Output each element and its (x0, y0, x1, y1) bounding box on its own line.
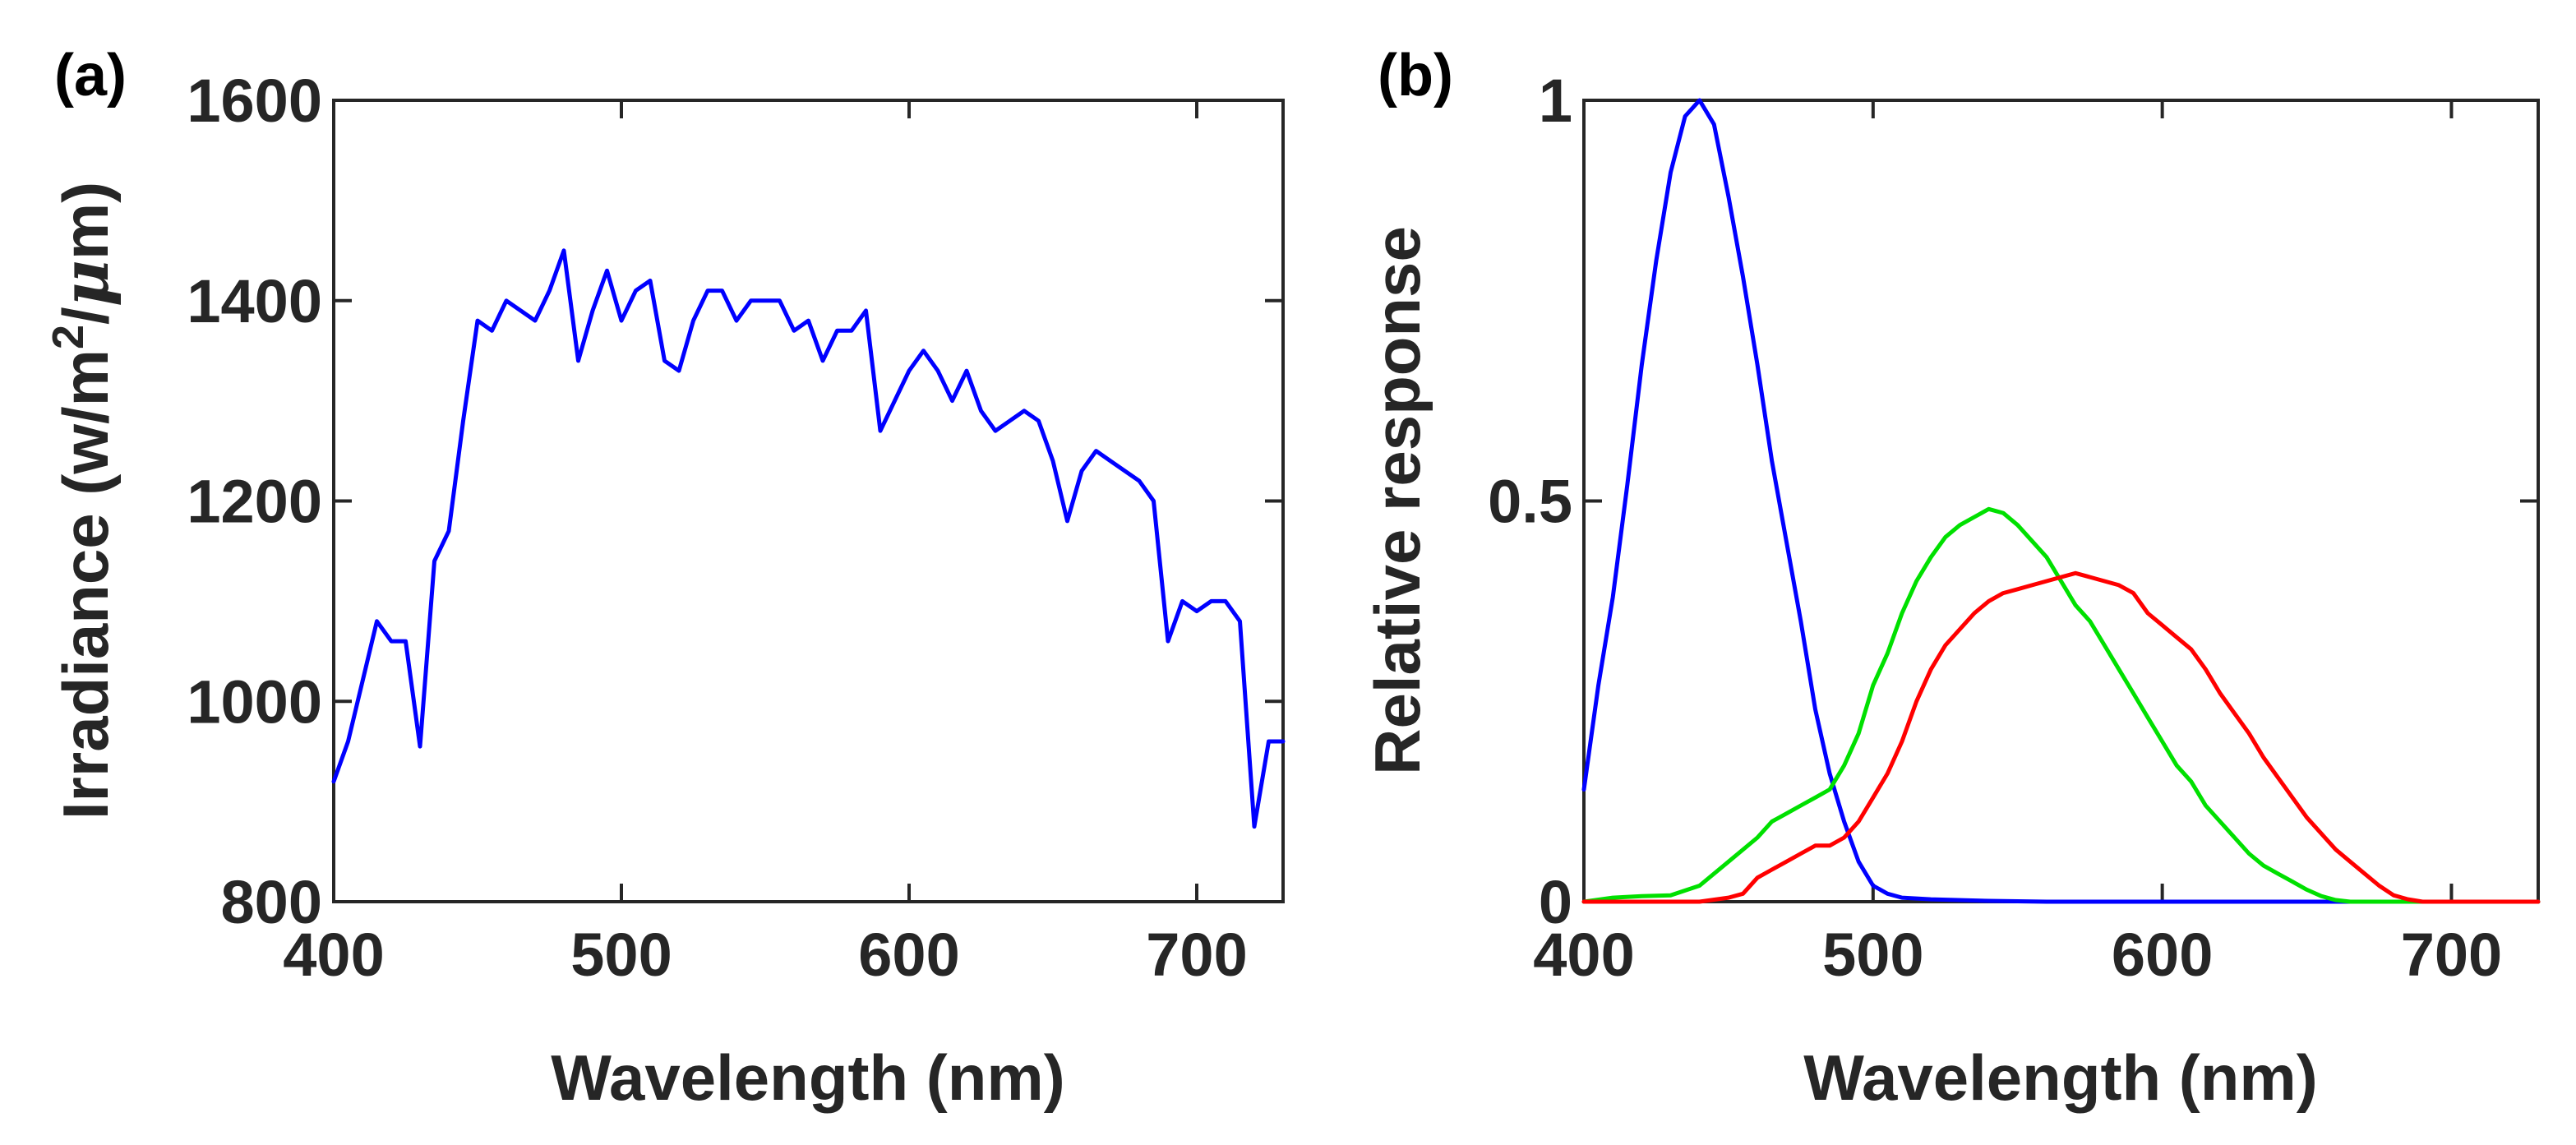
series-line-irradiance (331, 248, 1286, 829)
y-tick-label-b: 0 (1539, 868, 1572, 936)
panel-label-a: (a) (54, 43, 127, 108)
x-tick-label-b: 700 (2401, 921, 2502, 989)
x-tick-label-a: 600 (858, 921, 959, 989)
series-line-blue (1581, 98, 2541, 904)
y-tick-group-b: 00.51 (1488, 67, 2538, 936)
plot-frame-a (332, 99, 1285, 903)
y-axis-label-a-sup: 2 (44, 325, 93, 349)
series-group-b (1581, 98, 2541, 904)
x-tick-label-b: 500 (1822, 921, 1923, 989)
y-tick-label-a: 1000 (187, 667, 322, 736)
x-tick-label-b: 400 (1533, 921, 1634, 989)
x-tick-label-a: 400 (283, 921, 384, 989)
x-axis-label-b: Wavelength (nm) (1803, 1041, 2317, 1114)
y-axis-label-a: Irradiance (w/m2/μm) (44, 182, 123, 820)
series-line-red (1581, 570, 2541, 904)
panel-label-b: (b) (1378, 43, 1453, 108)
y-tick-label-a: 1600 (187, 67, 322, 135)
series-line-green (1581, 506, 2541, 904)
y-tick-label-a: 800 (221, 868, 322, 936)
x-tick-label-a: 700 (1146, 921, 1247, 989)
panel-b: (b) 400 500 600 700 00.51 Wavelength (nm) R… (1361, 43, 2541, 1114)
x-tick-label-b: 600 (2112, 921, 2213, 989)
y-axis-label-a-mu: μ (48, 260, 123, 307)
x-tick-label-a: 500 (570, 921, 672, 989)
y-tick-group-a: 800 1000 1200 1400 1600 (187, 67, 1283, 936)
x-axis-label-a: Wavelength (nm) (551, 1041, 1064, 1114)
panel-a: (a) 400 500 600 700 800 1000 1200 1400 1600 Wav… (44, 43, 1286, 1114)
y-tick-label-a: 1200 (187, 468, 322, 536)
y-axis-label-a-main: Irradiance (w/m (49, 349, 122, 820)
plot-frame-b (1582, 99, 2540, 903)
y-tick-label-a: 1400 (187, 267, 322, 335)
y-tick-label-b: 1 (1539, 67, 1572, 135)
series-group-a (331, 248, 1286, 829)
y-axis-label-a-end: m) (49, 182, 122, 260)
y-axis-label-b: Relative response (1361, 226, 1433, 775)
x-tick-group-b: 400 500 600 700 (1533, 100, 2502, 989)
y-axis-label-a-mid: / (49, 307, 122, 325)
y-tick-label-b: 0.5 (1488, 468, 1572, 536)
x-tick-group-a: 400 500 600 700 (283, 100, 1248, 989)
